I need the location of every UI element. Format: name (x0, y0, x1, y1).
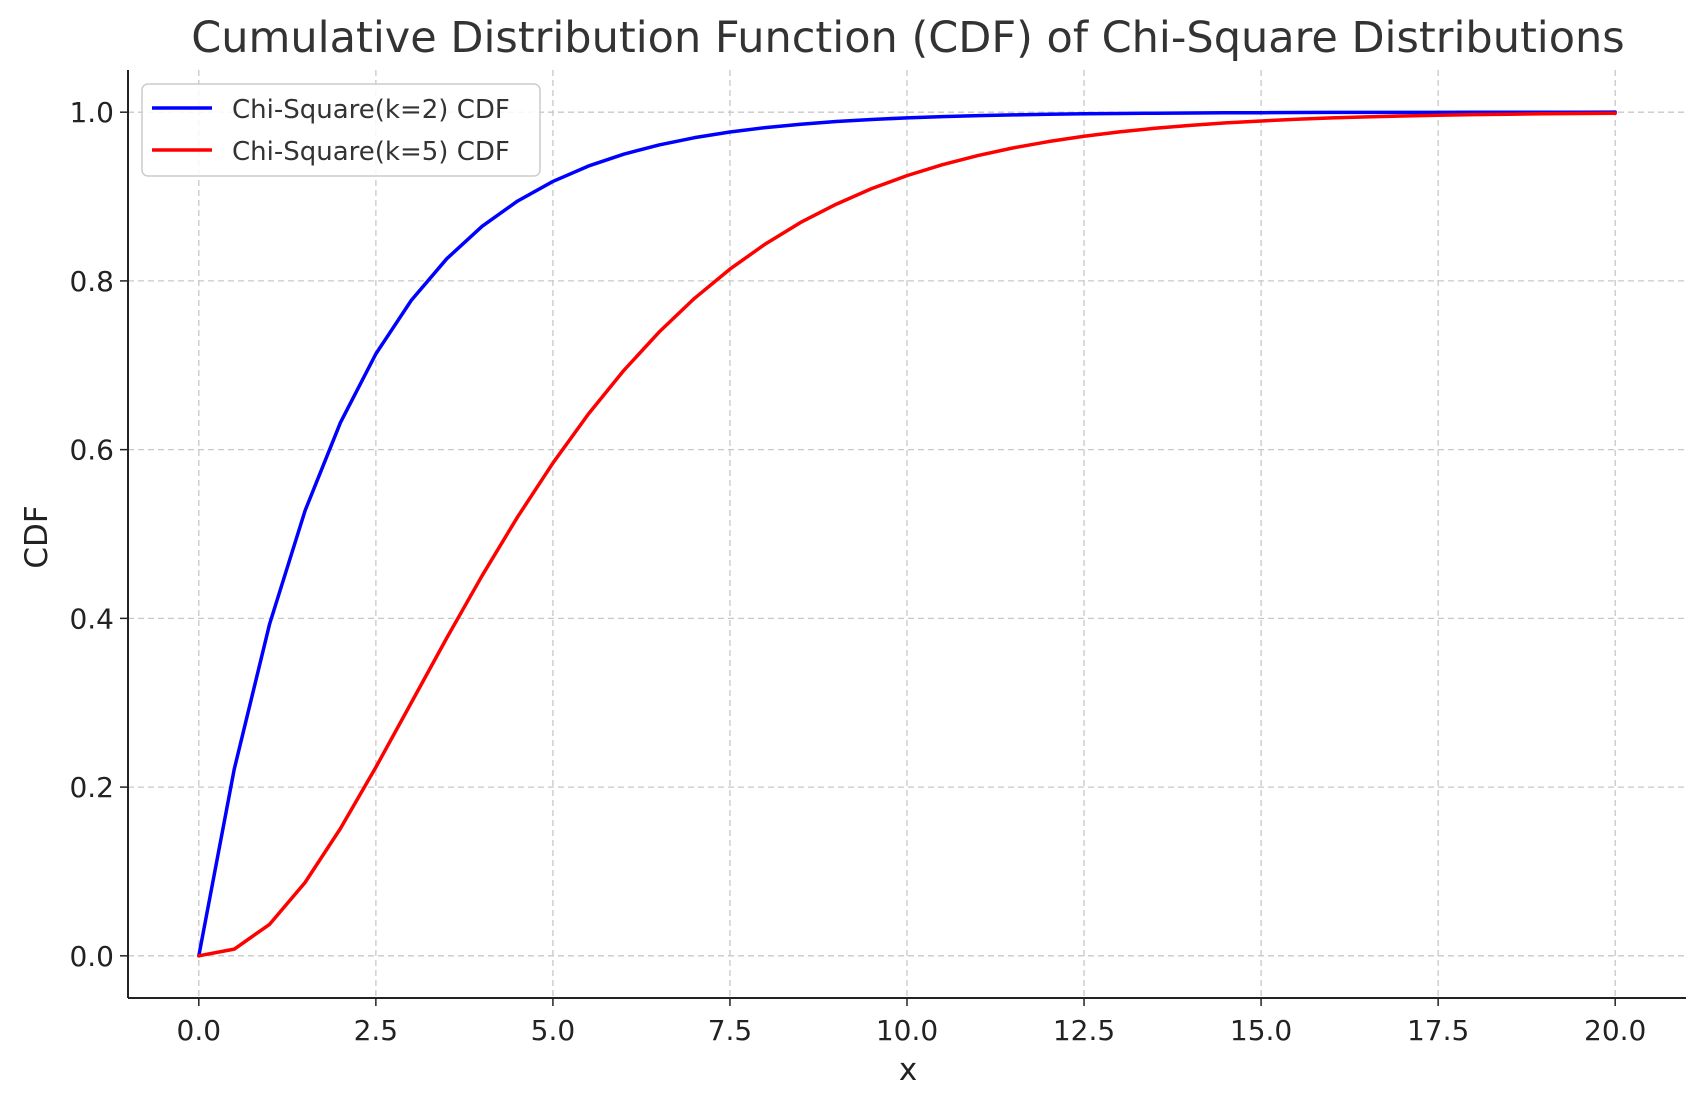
y-tick-label: 1.0 (69, 96, 114, 129)
legend-box (141, 83, 541, 177)
x-tick-label: 10.0 (876, 1014, 938, 1047)
grid-lines (128, 70, 1686, 998)
x-tick-label: 0.0 (177, 1014, 222, 1047)
y-tick-label: 0.2 (69, 771, 114, 804)
x-tick-label: 7.5 (708, 1014, 753, 1047)
series-line-k2 (197, 110, 1617, 958)
x-tick-label: 12.5 (1053, 1014, 1115, 1047)
legend-label-k2: Chi-Square(k=2) CDF (232, 95, 510, 125)
x-axis-label: x (899, 1052, 917, 1088)
series-line-k5 (197, 111, 1617, 958)
y-tick-label: 0.6 (69, 434, 114, 467)
x-tick-label: 15.0 (1230, 1014, 1292, 1047)
x-tick-label: 17.5 (1407, 1014, 1469, 1047)
x-tick-label: 2.5 (354, 1014, 399, 1047)
y-axis-label: CDF (19, 505, 55, 568)
tick-marks: 0.0 2.5 5.0 7.5 10.0 12.5 15.0 17.5 20.0 0.0 0.2 0.… (69, 96, 1646, 1047)
y-tick-label: 0.8 (69, 265, 114, 298)
x-tick-label: 5.0 (531, 1014, 576, 1047)
y-tick-label: 0.0 (69, 940, 114, 973)
chart-title: Cumulative Distribution Function (CDF) o… (191, 13, 1624, 63)
legend-label-k5: Chi-Square(k=5) CDF (232, 137, 510, 167)
x-tick-label: 20.0 (1584, 1014, 1646, 1047)
legend: Chi-Square(k=2) CDF Chi-Square(k=5) CDF (141, 83, 541, 177)
series-lines (197, 110, 1617, 958)
y-tick-label: 0.4 (69, 602, 114, 635)
